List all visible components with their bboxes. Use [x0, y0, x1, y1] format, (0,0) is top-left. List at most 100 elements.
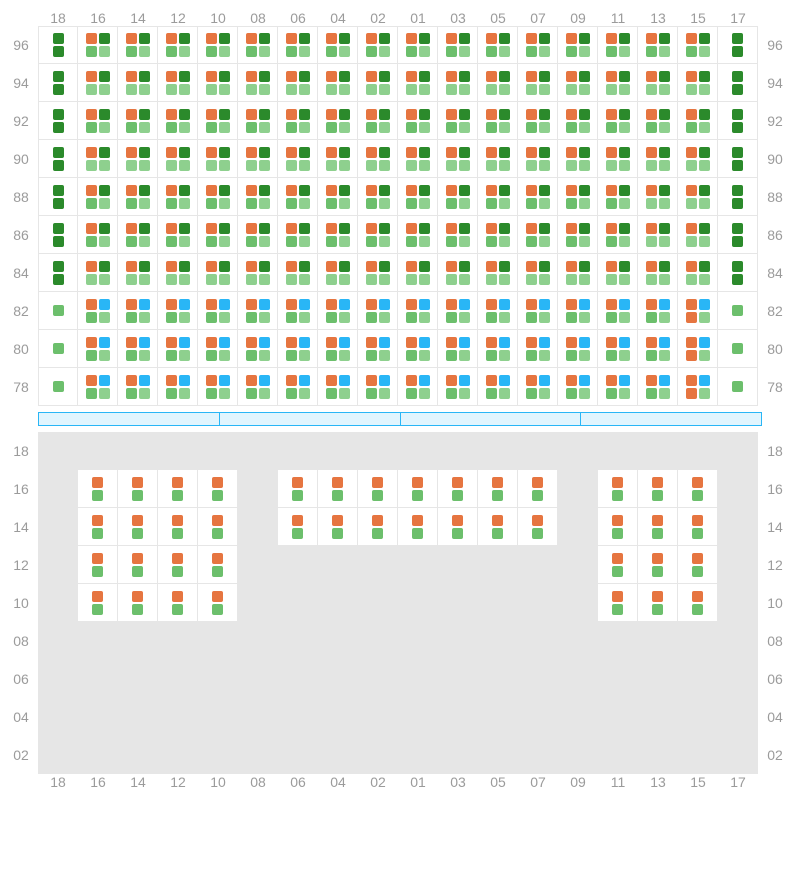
dot-green: [286, 198, 297, 209]
grid-cell: [278, 254, 318, 292]
dot-orange: [406, 147, 417, 158]
dot-light_green: [646, 236, 657, 247]
grid-cell: [358, 368, 398, 406]
dot-orange: [606, 261, 617, 272]
dot-orange: [406, 33, 417, 44]
dot-green: [486, 388, 497, 399]
dot-dark_green: [419, 71, 430, 82]
dot-orange: [446, 337, 457, 348]
dot-blue: [339, 375, 350, 386]
dot-light_green: [259, 46, 270, 57]
grid-cell: [398, 584, 438, 622]
axis-label: 08: [238, 10, 278, 26]
grid-cell: [158, 508, 198, 546]
grid-cell: [518, 368, 558, 406]
dot-dark_green: [99, 33, 110, 44]
dot-green: [446, 198, 457, 209]
dot-light_green: [299, 122, 310, 133]
grid-cell: [718, 330, 758, 368]
dot-orange: [606, 147, 617, 158]
dot-dark_green: [499, 223, 510, 234]
dot-green: [406, 236, 417, 247]
grid-cell: [678, 470, 718, 508]
dot-light_green: [619, 350, 630, 361]
dot-light_green: [339, 198, 350, 209]
dot-dark_green: [579, 147, 590, 158]
grid-cell: [118, 660, 158, 698]
dot-orange: [206, 299, 217, 310]
grid-cell: [38, 216, 78, 254]
dot-orange: [646, 299, 657, 310]
grid-cell: [398, 470, 438, 508]
dot-orange: [172, 477, 183, 488]
dot-orange: [486, 299, 497, 310]
dot-orange: [366, 299, 377, 310]
dot-orange: [366, 261, 377, 272]
dot-blue: [219, 375, 230, 386]
dot-light_green: [286, 274, 297, 285]
dot-green: [526, 388, 537, 399]
dot-blue: [659, 299, 670, 310]
grid-cell: [638, 698, 678, 736]
dot-dark_green: [179, 185, 190, 196]
dot-light_green: [659, 46, 670, 57]
dot-green: [652, 604, 663, 615]
grid-cell: [558, 698, 598, 736]
dot-light_green: [459, 350, 470, 361]
dot-light_green: [99, 160, 110, 171]
grid-cell: [518, 292, 558, 330]
dot-light_green: [99, 122, 110, 133]
dot-green: [566, 198, 577, 209]
dot-orange: [372, 515, 383, 526]
dot-light_green: [419, 198, 430, 209]
dot-orange: [166, 375, 177, 386]
dot-orange: [366, 71, 377, 82]
grid-cell: [398, 102, 438, 140]
dot-blue: [579, 299, 590, 310]
grid-row: 8484: [4, 254, 796, 292]
dot-orange: [566, 147, 577, 158]
grid-cell: [238, 698, 278, 736]
axis-label: 12: [158, 774, 198, 790]
dot-blue: [659, 337, 670, 348]
grid-cell: [358, 216, 398, 254]
dot-dark_green: [732, 147, 743, 158]
dot-dark_green: [179, 71, 190, 82]
dot-green: [686, 46, 697, 57]
dot-light_green: [579, 160, 590, 171]
dot-green: [492, 528, 503, 539]
grid-cell: [278, 584, 318, 622]
grid-cell: [198, 102, 238, 140]
axis-label: 15: [678, 10, 718, 26]
grid-cell: [398, 698, 438, 736]
grid-cell: [478, 584, 518, 622]
dot-orange: [526, 337, 537, 348]
grid-cell: [478, 698, 518, 736]
dot-dark_green: [219, 71, 230, 82]
dot-light_green: [699, 350, 710, 361]
dot-light_green: [219, 198, 230, 209]
grid-cell: [238, 178, 278, 216]
upper-col-labels-top: 181614121008060402010305070911131517: [4, 10, 796, 26]
grid-cell: [38, 330, 78, 368]
grid-cell: [158, 432, 198, 470]
dot-orange: [686, 261, 697, 272]
dot-dark_green: [339, 147, 350, 158]
grid-cell: [158, 292, 198, 330]
dot-green: [246, 388, 257, 399]
dot-dark_green: [659, 261, 670, 272]
grid-cell: [638, 660, 678, 698]
dot-light_green: [379, 84, 390, 95]
grid-cell: [558, 660, 598, 698]
dot-orange: [606, 33, 617, 44]
dot-green: [172, 604, 183, 615]
dot-green: [212, 490, 223, 501]
dot-orange: [646, 147, 657, 158]
grid-cell: [638, 330, 678, 368]
dot-dark_green: [53, 236, 64, 247]
grid-cell: [718, 254, 758, 292]
dot-dark_green: [459, 147, 470, 158]
grid-cell: [118, 64, 158, 102]
axis-label: 11: [598, 10, 638, 26]
grid-cell: [598, 698, 638, 736]
